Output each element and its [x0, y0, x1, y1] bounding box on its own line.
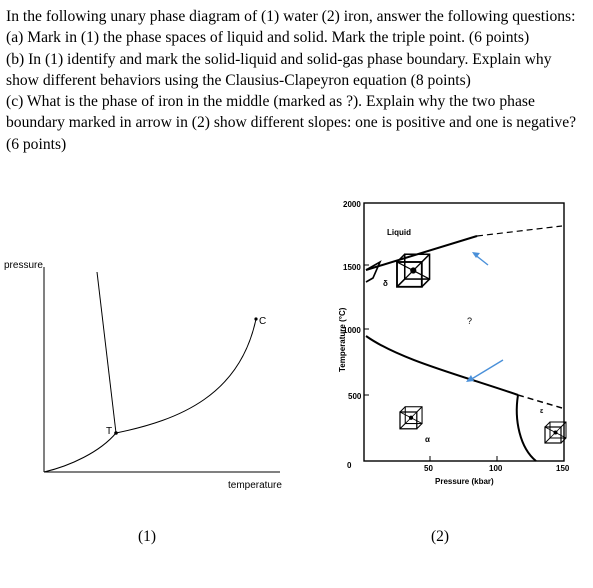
- critical-point-label: C: [259, 316, 266, 327]
- x-tick-100: 100: [489, 464, 503, 473]
- liquid-label: Liquid: [387, 228, 411, 237]
- y-tick-1500: 1500: [343, 263, 361, 272]
- caption-diagram-2: (2): [431, 528, 450, 545]
- delta-boundary: [365, 260, 382, 283]
- y-tick-0: 0: [347, 461, 352, 470]
- arrow-upper: [472, 252, 489, 266]
- alpha-label: α: [425, 435, 430, 444]
- question-part-b: (b) In (1) identify and mark the solid-l…: [6, 50, 552, 89]
- gamma-epsilon-dashed: [517, 394, 563, 409]
- epsilon-boundary: [515, 394, 537, 462]
- question-intro: In the following unary phase diagram of …: [6, 8, 576, 25]
- question-part-a: (a) Mark in (1) the phase spaces of liqu…: [6, 29, 530, 47]
- epsilon-crystal-icon: [544, 421, 567, 444]
- arrow-lower: [466, 359, 504, 382]
- plot-frame: [363, 202, 565, 462]
- y-axis-label: Temperature (°C): [338, 307, 347, 372]
- unknown-phase-label: ?: [467, 316, 472, 326]
- tick-marks: [364, 202, 498, 461]
- alpha-crystal-icon: [399, 406, 423, 430]
- question-part-c: (c) What is the phase of iron in the mid…: [6, 93, 577, 153]
- delta-label: δ: [383, 279, 388, 288]
- x-axis-label: Pressure (kbar): [435, 477, 494, 486]
- critical-point: [254, 317, 258, 321]
- question-text: In the following unary phase diagram of …: [6, 6, 586, 155]
- caption-diagram-1: (1): [138, 528, 157, 545]
- diagram-water: pressure temperature T C: [4, 260, 282, 491]
- x-axis-label: temperature: [228, 480, 282, 491]
- x-tick-150: 150: [556, 464, 570, 473]
- triple-point-label: T: [106, 426, 112, 437]
- liquid-gas-boundary: [115, 318, 257, 434]
- alpha-gamma-boundary: [365, 335, 519, 396]
- y-axis-label: pressure: [4, 260, 43, 271]
- liquid-boundary: [365, 235, 478, 271]
- solid-liquid-boundary: [96, 271, 117, 434]
- diagram-iron: 2000 1500 1000 500 0 50 100 150 Pressure…: [338, 200, 570, 486]
- y-tick-500: 500: [348, 392, 362, 401]
- liquid-dashed: [476, 225, 563, 237]
- triple-point: [114, 431, 118, 435]
- y-tick-1000: 1000: [343, 326, 361, 335]
- y-tick-2000: 2000: [343, 200, 361, 209]
- solid-gas-boundary: [43, 432, 117, 473]
- epsilon-label: ε: [540, 408, 544, 415]
- x-tick-50: 50: [424, 464, 433, 473]
